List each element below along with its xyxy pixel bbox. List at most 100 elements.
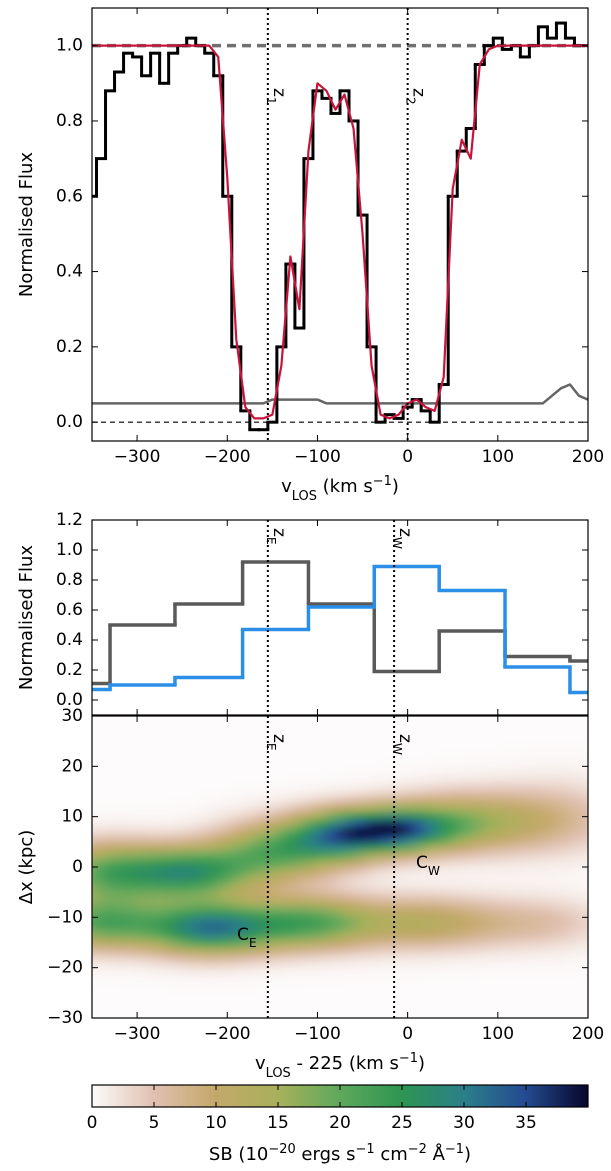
heatmap-cell bbox=[532, 986, 541, 995]
heatmap-cell bbox=[92, 763, 93, 773]
heatmap-cell bbox=[100, 994, 109, 1003]
heatmap-cell bbox=[412, 962, 421, 971]
heatmap-cell bbox=[556, 994, 565, 1003]
heatmap-cell bbox=[388, 1002, 397, 1011]
heatmap-cell bbox=[196, 986, 205, 995]
heatmap-cell bbox=[220, 930, 229, 940]
heatmap-cell bbox=[308, 716, 317, 725]
heatmap-cell bbox=[284, 779, 293, 789]
heatmap-cell bbox=[364, 787, 373, 797]
heatmap-cell bbox=[244, 779, 253, 789]
heatmap-cell bbox=[140, 914, 149, 924]
heatmap-cell bbox=[572, 827, 581, 836]
heatmap-cell bbox=[148, 914, 157, 924]
heatmap-cell bbox=[252, 906, 261, 916]
plot-area bbox=[92, 520, 588, 715]
heatmap-cell bbox=[172, 795, 181, 805]
heatmap-cell bbox=[372, 747, 381, 757]
heatmap-cell bbox=[276, 723, 285, 733]
heatmap-cell bbox=[260, 716, 269, 725]
heatmap-cell bbox=[268, 954, 277, 963]
heatmap-cell bbox=[476, 898, 485, 908]
heatmap-cell bbox=[340, 938, 349, 948]
heatmap-cell bbox=[180, 914, 189, 924]
heatmap-cell bbox=[260, 978, 269, 987]
heatmap-cell bbox=[196, 978, 205, 987]
heatmap-cell bbox=[108, 890, 117, 900]
heatmap-cell bbox=[172, 962, 181, 971]
heatmap-cell bbox=[516, 716, 525, 725]
heatmap-cell bbox=[540, 930, 549, 940]
heatmap-cell bbox=[564, 978, 573, 987]
heatmap-cell bbox=[260, 954, 269, 963]
heatmap-cell bbox=[252, 811, 261, 820]
heatmap-cell bbox=[556, 835, 565, 844]
heatmap-cell bbox=[540, 811, 549, 820]
heatmap-cell bbox=[548, 867, 557, 876]
heatmap-cell bbox=[412, 867, 421, 876]
heatmap-cell bbox=[388, 827, 397, 836]
heatmap-cell bbox=[476, 882, 485, 892]
heatmap-cell bbox=[284, 970, 293, 979]
heatmap-cell bbox=[196, 803, 205, 812]
heatmap-cell bbox=[228, 755, 237, 765]
heatmap-cell bbox=[268, 747, 277, 757]
heatmap-cell bbox=[124, 851, 133, 860]
heatmap-cell bbox=[124, 859, 133, 868]
heatmap-cell bbox=[124, 731, 133, 741]
heatmap-cell bbox=[284, 1010, 293, 1018]
heatmap-cell bbox=[340, 867, 349, 876]
heatmap-cell bbox=[196, 763, 205, 773]
heatmap-cell bbox=[236, 843, 245, 852]
heatmap-cell bbox=[228, 962, 237, 971]
heatmap-cell bbox=[340, 811, 349, 820]
heatmap-cell bbox=[372, 763, 381, 773]
heatmap-cell bbox=[236, 954, 245, 963]
heatmap-cell bbox=[484, 716, 493, 725]
heatmap-cell bbox=[532, 739, 541, 749]
heatmap-cell bbox=[524, 859, 533, 868]
heatmap-cell bbox=[516, 787, 525, 797]
heatmap-cell bbox=[516, 803, 525, 812]
heatmap-cell bbox=[100, 978, 109, 987]
heatmap-cell bbox=[92, 731, 93, 741]
heatmap-cell bbox=[284, 914, 293, 924]
heatmap-cell bbox=[252, 716, 261, 725]
heatmap-cell bbox=[172, 771, 181, 781]
heatmap-cell bbox=[364, 1010, 373, 1018]
heatmap-cell bbox=[572, 763, 581, 773]
heatmap-cell bbox=[572, 739, 581, 749]
heatmap-cell bbox=[540, 843, 549, 852]
heatmap-cell bbox=[436, 906, 445, 916]
heatmap-cell bbox=[292, 874, 301, 884]
heatmap-cell bbox=[348, 922, 357, 932]
heatmap-cell bbox=[148, 763, 157, 773]
heatmap-cell bbox=[156, 851, 165, 860]
heatmap-cell bbox=[300, 763, 309, 773]
heatmap-cell bbox=[444, 779, 453, 789]
heatmap-cell bbox=[204, 890, 213, 900]
heatmap-cell bbox=[188, 890, 197, 900]
heatmap-cell bbox=[92, 882, 101, 892]
heatmap-cell bbox=[580, 716, 588, 725]
heatmap-cell bbox=[180, 771, 189, 781]
heatmap-cell bbox=[132, 716, 141, 725]
heatmap-cell bbox=[372, 851, 381, 860]
heatmap-cell bbox=[324, 882, 333, 892]
heatmap-cell bbox=[380, 994, 389, 1003]
heatmap-cell bbox=[340, 851, 349, 860]
heatmap-cell bbox=[556, 986, 565, 995]
heatmap-cell bbox=[228, 716, 237, 725]
heatmap-cell bbox=[188, 787, 197, 797]
heatmap-cell bbox=[164, 946, 173, 956]
heatmap-cell bbox=[252, 739, 261, 749]
heatmap-cell bbox=[316, 906, 325, 916]
heatmap-cell bbox=[244, 978, 253, 987]
heatmap-cell bbox=[452, 835, 461, 844]
heatmap-cell bbox=[468, 739, 477, 749]
heatmap-cell bbox=[252, 874, 261, 884]
heatmap-cell bbox=[228, 922, 237, 932]
heatmap-cell bbox=[236, 716, 245, 725]
heatmap-cell bbox=[460, 795, 469, 805]
heatmap-cell bbox=[332, 1010, 341, 1018]
